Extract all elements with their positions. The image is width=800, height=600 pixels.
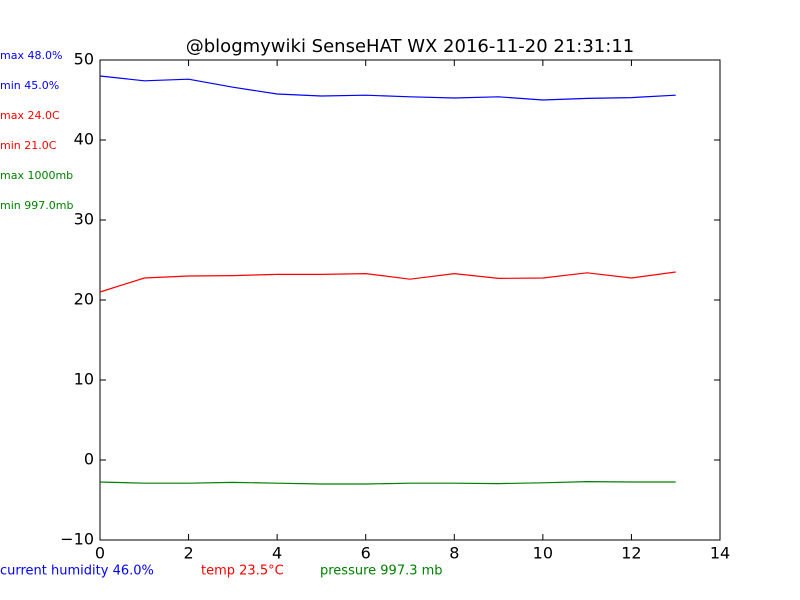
x-tick-label: 4: [272, 544, 282, 563]
y-tick-label: 10: [74, 370, 94, 389]
x-tick-label: 14: [710, 544, 730, 563]
y-tick-label: 20: [74, 290, 94, 309]
x-tick-label: 8: [449, 544, 459, 563]
side-label: min 45.0%: [0, 79, 59, 92]
x-tick-label: 12: [621, 544, 641, 563]
data-line: [99, 75, 676, 101]
y-tick-label: −10: [60, 530, 94, 549]
x-tick-label: 10: [533, 544, 553, 563]
data-line: [99, 271, 676, 293]
y-tick-label: 30: [74, 210, 94, 229]
footer-label: current humidity 46.0%: [0, 564, 154, 579]
side-label: max 48.0%: [0, 49, 62, 62]
footer-label: pressure 997.3 mb: [320, 564, 443, 579]
side-label: min 21.0C: [0, 139, 57, 152]
y-tick-label: 0: [84, 450, 94, 469]
side-label: min 997.0mb: [0, 199, 73, 212]
data-line: [99, 480, 676, 485]
x-tick-label: 0: [95, 544, 105, 563]
y-tick-label: 50: [74, 50, 94, 69]
x-tick-label: 6: [361, 544, 371, 563]
plot-frame: [99, 59, 721, 541]
footer-label: temp 23.5°C: [201, 564, 284, 579]
side-label: max 1000mb: [0, 169, 73, 182]
side-label: max 24.0C: [0, 109, 60, 122]
y-tick-label: 40: [74, 130, 94, 149]
x-tick-label: 2: [183, 544, 193, 563]
chart-title: @blogmywiki SenseHAT WX 2016-11-20 21:31…: [186, 36, 634, 57]
